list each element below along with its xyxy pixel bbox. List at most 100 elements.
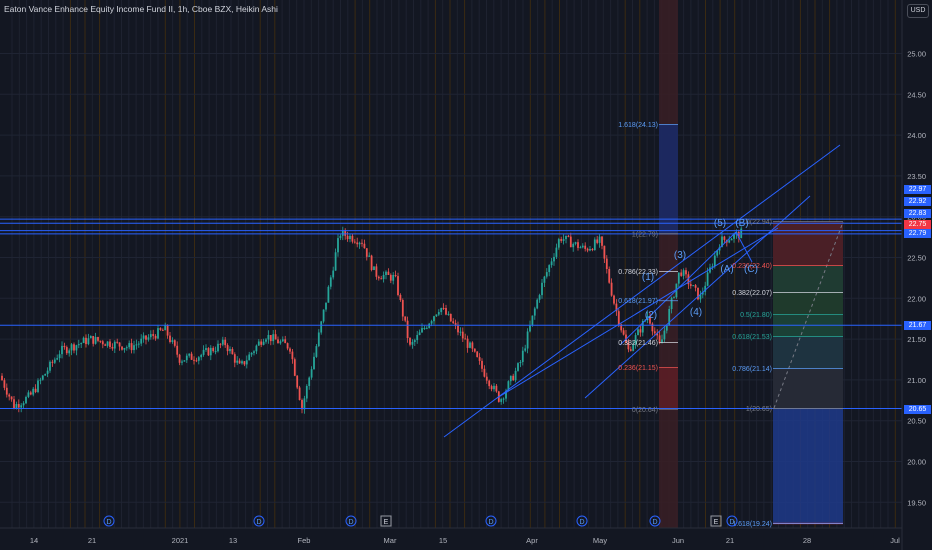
candle-body xyxy=(25,397,27,404)
candle-body xyxy=(279,341,282,344)
wave-label: (5) xyxy=(714,218,726,229)
candle-body xyxy=(305,386,308,399)
dividend-marker xyxy=(649,515,661,527)
candle-body xyxy=(382,275,385,280)
candle-body xyxy=(375,266,378,277)
candle-body xyxy=(193,359,195,361)
candle-body xyxy=(123,348,126,350)
candle-body xyxy=(723,236,726,240)
candle-body xyxy=(442,308,445,309)
candle-body xyxy=(699,294,702,300)
candle-body xyxy=(401,300,404,317)
candle-body xyxy=(229,349,231,352)
candle-body xyxy=(512,375,515,381)
wave-label: (C) xyxy=(744,264,758,275)
time-tick-label: 13 xyxy=(229,536,237,545)
candle-body xyxy=(13,399,15,409)
candle-body xyxy=(255,345,258,352)
candle-body xyxy=(111,347,114,349)
currency-button[interactable]: USD xyxy=(907,4,929,18)
candle-body xyxy=(346,235,349,240)
time-axis: 14 21 2021 13 Feb Mar 15 Apr May Jun 21 28 Jul xyxy=(0,527,902,545)
candle-body xyxy=(689,284,692,286)
candle-body xyxy=(476,351,479,357)
candle-body xyxy=(49,361,51,371)
candle-body xyxy=(452,321,455,324)
candle-body xyxy=(149,334,152,338)
candle-body xyxy=(373,266,375,270)
candle-body xyxy=(632,344,635,351)
candle-body xyxy=(473,348,476,352)
highlight-zone-blue xyxy=(659,124,678,234)
candle-body xyxy=(687,274,690,285)
price-tick-label: 20.50 xyxy=(907,417,926,426)
candle-body xyxy=(157,328,159,339)
candle-body xyxy=(387,271,390,275)
candle-body xyxy=(610,282,613,296)
highlight-zone-red xyxy=(659,367,678,410)
candle-body xyxy=(586,248,589,251)
candle-body xyxy=(483,368,486,377)
wave-label: (3) xyxy=(674,250,686,261)
candle-body xyxy=(140,338,143,344)
candle-body xyxy=(394,275,397,277)
candle-body xyxy=(334,252,337,271)
candle-body xyxy=(416,335,419,341)
candle-body xyxy=(461,331,464,339)
candle-body xyxy=(653,331,656,334)
candle-body xyxy=(637,329,639,336)
candle-body xyxy=(377,276,380,279)
price-tick-label: 24.50 xyxy=(907,90,926,99)
candle-body xyxy=(121,346,123,350)
candle-body xyxy=(553,256,555,262)
fib-level-label: 0.382(21.46) xyxy=(618,340,658,347)
time-tick-label: Jun xyxy=(672,536,684,545)
candle-body xyxy=(351,235,354,242)
candle-body xyxy=(507,381,510,391)
fib-level-label: 0.618(21.53) xyxy=(732,334,772,341)
dividend-marker xyxy=(345,515,357,527)
dividend-marker-label: D xyxy=(348,519,353,526)
candle-body xyxy=(37,380,39,392)
candle-body xyxy=(682,270,685,276)
candle-body xyxy=(284,339,287,344)
price-tick-label: 19.50 xyxy=(907,498,926,507)
candle-body xyxy=(593,239,596,250)
candle-body xyxy=(272,334,275,342)
candle-body xyxy=(253,351,255,353)
candle-body xyxy=(97,337,99,341)
candle-body xyxy=(509,375,512,382)
candle-body xyxy=(704,285,707,292)
candle-body xyxy=(217,343,219,352)
fib-zone xyxy=(773,408,843,524)
candle-body xyxy=(17,404,20,408)
horizontal-lines xyxy=(0,218,902,409)
candle-body xyxy=(27,392,30,397)
fib-level-label: 1.618(19.24) xyxy=(732,521,772,528)
time-tick-label: Mar xyxy=(384,536,397,545)
candle-body xyxy=(164,325,167,331)
candle-body xyxy=(61,345,63,355)
candle-body xyxy=(250,352,253,355)
candle-body xyxy=(219,343,222,345)
candle-body xyxy=(565,235,567,240)
candle-body xyxy=(574,242,577,244)
candle-body xyxy=(171,340,174,342)
price-axis: 25.0024.5024.0023.5023.0022.5022.0021.50… xyxy=(901,0,926,550)
candle-body xyxy=(183,360,186,362)
candle-body xyxy=(289,348,291,352)
candle-body xyxy=(694,285,697,288)
candle-body xyxy=(603,245,606,259)
candle-body xyxy=(701,291,704,295)
candle-body xyxy=(130,343,133,351)
candle-body xyxy=(265,339,267,342)
candle-body xyxy=(459,331,462,333)
trend-line-lower xyxy=(584,195,811,399)
candle-body xyxy=(89,336,92,339)
dividend-marker xyxy=(726,515,738,527)
candle-body xyxy=(531,315,534,326)
fib-zone xyxy=(773,221,843,266)
candle-body xyxy=(634,335,637,345)
candle-body xyxy=(99,340,102,342)
